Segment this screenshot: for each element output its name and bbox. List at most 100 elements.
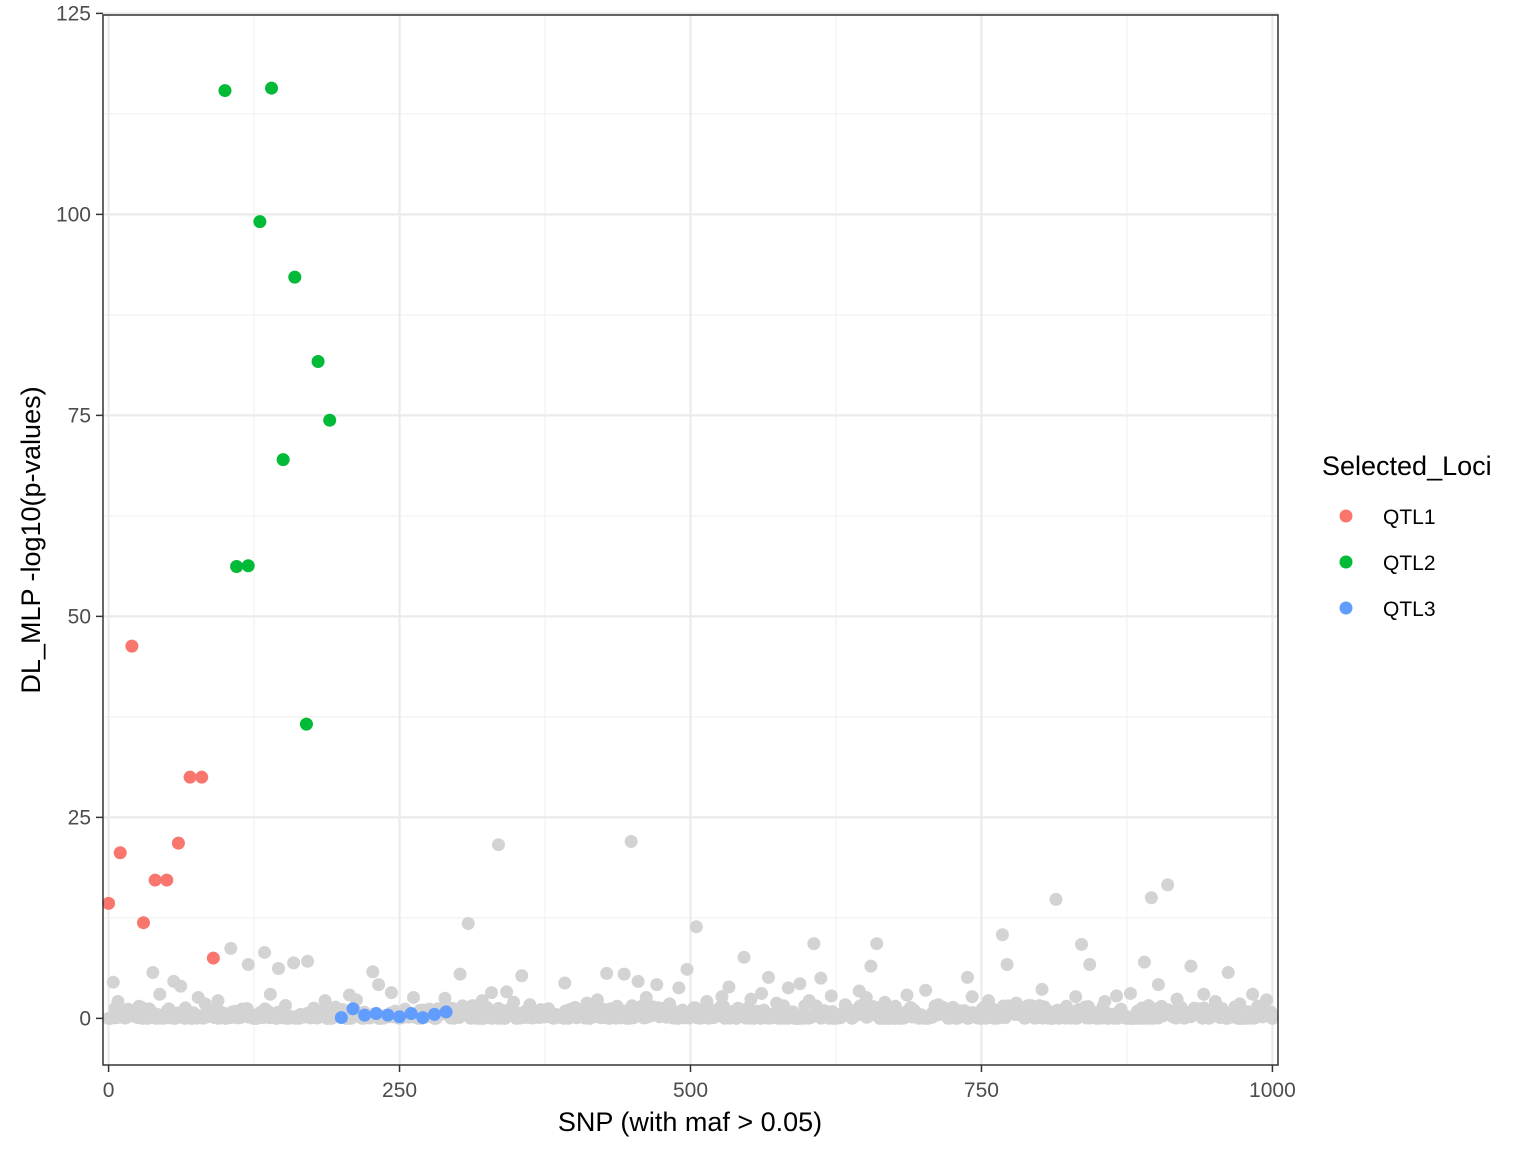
qtl2-point [241,559,255,573]
snp-point [366,965,380,979]
snp-point [1215,1009,1229,1023]
snp-point [849,1003,863,1017]
y-tick-label: 100 [56,203,91,226]
snp-point [802,994,816,1008]
snp-point [731,1009,745,1023]
snp-point [659,1004,673,1018]
snp-point [1069,990,1083,1004]
snp-point [814,971,828,985]
y-axis-title: DL_MLP -log10(p-values) [16,386,46,693]
snp-point [1260,993,1274,1007]
snp-point [287,956,301,970]
qtl2-point [230,560,244,574]
x-tick-label: 250 [382,1079,417,1102]
snp-point [700,994,714,1008]
snp-point [900,988,914,1002]
qtl3-point [416,1011,430,1025]
snp-point [672,981,686,995]
snp-point [680,962,694,976]
qtl3-point [381,1008,395,1022]
snp-point [919,983,933,997]
y-tick-label: 25 [68,806,91,829]
snp-point [781,981,795,995]
snp-point [484,986,498,1000]
snp-point [1115,1008,1129,1022]
snp-point [1089,1006,1103,1020]
snp-point [146,966,160,980]
snp-point [224,941,238,955]
qtl2-point [253,215,267,229]
qtl3-point [358,1008,372,1022]
legend-key-qtl1 [1339,509,1353,523]
snp-point [754,986,768,1000]
snp-point [1049,892,1063,906]
snp-point [807,937,821,951]
snp-point [515,969,529,983]
x-axis-title: SNP (with maf > 0.05) [558,1107,822,1137]
snp-point [140,1007,154,1021]
grid-lines [103,12,1278,1065]
snp-point [1151,978,1165,992]
snp-point [1123,986,1137,1000]
qtl1-point [125,639,139,653]
snp-point [532,1007,546,1021]
snp-point [952,1004,966,1018]
y-tick-label: 50 [68,605,91,628]
snp-point [1130,1004,1144,1018]
snp-point [820,1007,834,1021]
snp-point [859,990,873,1004]
snp-point [241,958,255,972]
snp-point [907,1007,921,1021]
snp-point [624,834,638,848]
snp-point [973,1007,987,1021]
snp-point [715,990,729,1004]
snp-point [1208,994,1222,1008]
snp-point [786,1005,800,1019]
snp-point [631,974,645,988]
snp-point [106,975,120,989]
snp-point [1137,955,1151,969]
snp-point [523,998,537,1012]
snp-point [1170,992,1184,1006]
snp-point [761,970,775,984]
qtl1-point [195,770,209,784]
snp-point [453,967,467,981]
snp-point [198,997,212,1011]
snp-point [178,1001,192,1015]
snp-point [689,920,703,934]
snp-point [793,977,807,991]
legend-key-qtl2 [1339,555,1353,569]
snp-point [1161,878,1175,892]
qtl2-point [265,81,279,95]
snp-point [639,990,653,1004]
x-tick-label: 1000 [1249,1079,1296,1102]
qtl3-point [369,1007,383,1021]
snp-point [372,978,386,992]
qtl1-point [148,873,162,887]
qtl1-point [206,951,220,965]
snp-point [318,994,332,1008]
qtl3-point [404,1007,418,1021]
snp-point [111,994,125,1008]
snp-point [301,954,315,968]
snp-point [1226,1006,1240,1020]
snp-point [981,994,995,1008]
qtl3-point [439,1005,453,1019]
snp-point [258,945,272,959]
snp-point [461,916,475,930]
x-tick-label: 750 [964,1079,999,1102]
snp-point [1015,1005,1029,1019]
snp-point [500,985,514,999]
snp-point [824,989,838,1003]
qtl3-point [334,1011,348,1025]
snp-point [600,966,614,980]
snp-point [1197,987,1211,1001]
snp-point [938,1008,952,1022]
snp-point [1156,1007,1170,1021]
qtl2-point [311,355,325,369]
snp-point [272,962,286,976]
qtl2-point [323,413,337,427]
snp-point [153,987,167,1001]
snp-point [438,991,452,1005]
